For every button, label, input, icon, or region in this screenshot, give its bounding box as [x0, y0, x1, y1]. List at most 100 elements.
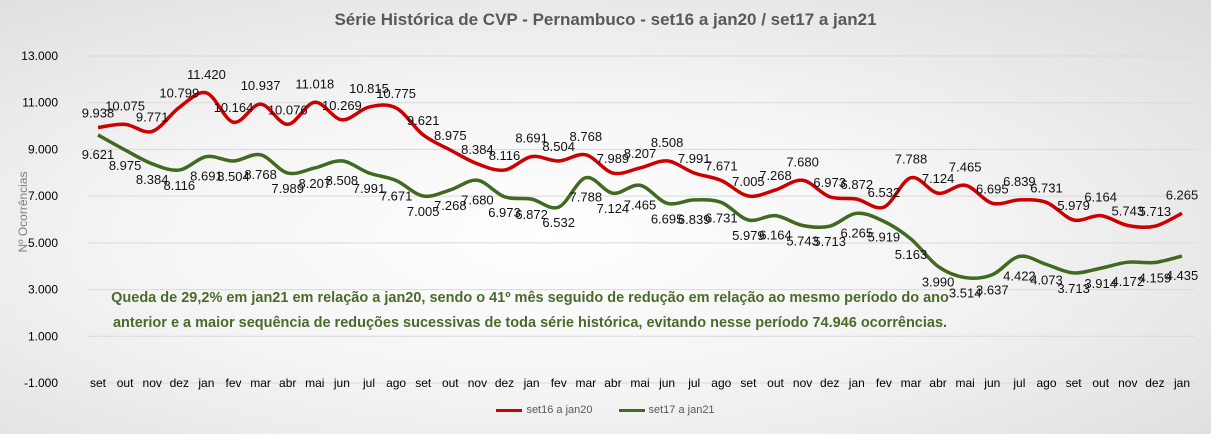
chart-title: Série Histórica de CVP - Pernambuco - se…	[334, 10, 877, 29]
y-tick-label: 1.000	[28, 329, 58, 343]
x-tick-label: abr	[604, 376, 621, 390]
data-label: 8.384	[136, 172, 169, 187]
data-label: 10.775	[376, 86, 416, 101]
x-tick-label: set	[90, 376, 107, 390]
legend-item-series-1: set16 a jan20	[496, 404, 593, 416]
x-tick-label: jun	[983, 376, 1000, 390]
x-tick-label: nov	[468, 376, 487, 390]
data-label: 9.771	[136, 109, 169, 124]
data-label: 11.018	[295, 76, 334, 91]
x-tick-label: nov	[793, 376, 812, 390]
data-label: 6.872	[515, 207, 548, 222]
x-tick-label: dez	[820, 376, 839, 390]
data-label: 8.508	[651, 135, 684, 150]
x-tick-label: jul	[362, 376, 375, 390]
legend: set16 a jan20 set17 a jan21	[0, 404, 1211, 416]
data-label: 7.989	[271, 181, 304, 196]
y-tick-label: 5.000	[28, 236, 58, 250]
x-tick-label: nov	[1118, 376, 1137, 390]
data-label: 9.621	[82, 147, 115, 162]
x-tick-label: mai	[305, 376, 324, 390]
x-tick-label: jan	[848, 376, 865, 390]
data-label: 7.788	[895, 152, 928, 167]
x-tick-label: dez	[495, 376, 514, 390]
data-label: 5.979	[732, 228, 765, 243]
data-label: 6.164	[1084, 190, 1117, 205]
data-label: 5.743	[1112, 204, 1145, 219]
data-label: 7.005	[407, 204, 440, 219]
data-label: 5.163	[895, 247, 928, 262]
x-tick-label: jul	[687, 376, 700, 390]
data-label: 8.116	[489, 148, 521, 163]
data-label: 5.713	[1139, 204, 1172, 219]
data-label: 7.465	[949, 159, 982, 174]
x-tick-label: set	[1066, 376, 1083, 390]
y-tick-label: 9.000	[28, 142, 58, 156]
data-label: 4.073	[1030, 273, 1063, 288]
data-label: 11.420	[187, 67, 226, 82]
data-label: 7.268	[759, 168, 792, 183]
x-tick-label: out	[767, 376, 784, 390]
data-label: 5.743	[786, 234, 819, 249]
x-tick-label: mar	[901, 376, 922, 390]
x-tick-label: fev	[551, 376, 567, 390]
y-tick-label: -1.000	[24, 376, 58, 390]
y-tick-label: 11.000	[22, 96, 58, 110]
legend-label: set16 a jan20	[526, 404, 593, 416]
data-label: 9.621	[407, 113, 440, 128]
x-tick-label: set	[415, 376, 432, 390]
legend-item-series-2: set17 a jan21	[618, 404, 715, 416]
x-tick-label: ago	[1036, 376, 1056, 390]
data-label: 7.989	[597, 151, 630, 166]
data-label: 3.990	[922, 274, 955, 289]
data-label: 10.075	[105, 98, 145, 113]
legend-label: set17 a jan21	[648, 404, 715, 416]
legend-swatch	[618, 408, 645, 412]
data-label: 7.671	[380, 188, 413, 203]
data-label: 10.076	[268, 102, 308, 117]
data-label: 8.975	[109, 158, 142, 173]
data-label: 6.731	[1030, 180, 1063, 195]
annotation-line-2: anterior e a maior sequência de reduções…	[112, 315, 948, 331]
data-label: 5.713	[813, 234, 846, 249]
x-tick-label: jan	[197, 376, 214, 390]
data-label: 5.919	[868, 229, 901, 244]
x-tick-label: nov	[143, 376, 162, 390]
data-label: 8.768	[570, 129, 603, 144]
series-line-2	[97, 133, 1183, 280]
data-label: 8.504	[542, 139, 575, 154]
data-label: 7.680	[786, 154, 819, 169]
data-label: 8.384	[461, 142, 494, 157]
data-label: 7.124	[597, 201, 630, 216]
data-label: 3.514	[949, 286, 982, 301]
x-tick-label: out	[442, 376, 459, 390]
x-tick-label: ago	[386, 376, 406, 390]
data-label: 9.938	[82, 106, 115, 121]
data-label: 4.172	[1112, 274, 1145, 289]
x-tick-label: dez	[170, 376, 189, 390]
x-tick-label: fev	[876, 376, 892, 390]
data-label: 7.671	[705, 158, 738, 173]
x-tick-label: ago	[711, 376, 731, 390]
data-label: 7.991	[353, 181, 386, 196]
data-label: 7.465	[624, 197, 657, 212]
data-label: 10.937	[241, 78, 281, 93]
x-tick-label: dez	[1145, 376, 1164, 390]
x-tick-label: out	[117, 376, 134, 390]
data-label: 4.435	[1166, 268, 1199, 283]
x-tick-label: jul	[1012, 376, 1025, 390]
x-tick-label: mai	[956, 376, 975, 390]
data-label: 7.268	[434, 198, 467, 213]
data-label: 10.269	[322, 98, 362, 113]
data-label: 10.799	[159, 85, 199, 100]
data-label: 6.695	[976, 181, 1009, 196]
x-tick-label: jun	[333, 376, 350, 390]
data-label: 8.508	[326, 173, 359, 188]
x-tick-label: abr	[929, 376, 946, 390]
data-label: 8.975	[434, 128, 467, 143]
data-label: 8.207	[624, 146, 657, 161]
legend-swatch	[496, 408, 523, 412]
data-label: 6.265	[841, 225, 874, 240]
annotation: Queda de 29,2% em jan21 em relação a jan…	[90, 286, 970, 336]
